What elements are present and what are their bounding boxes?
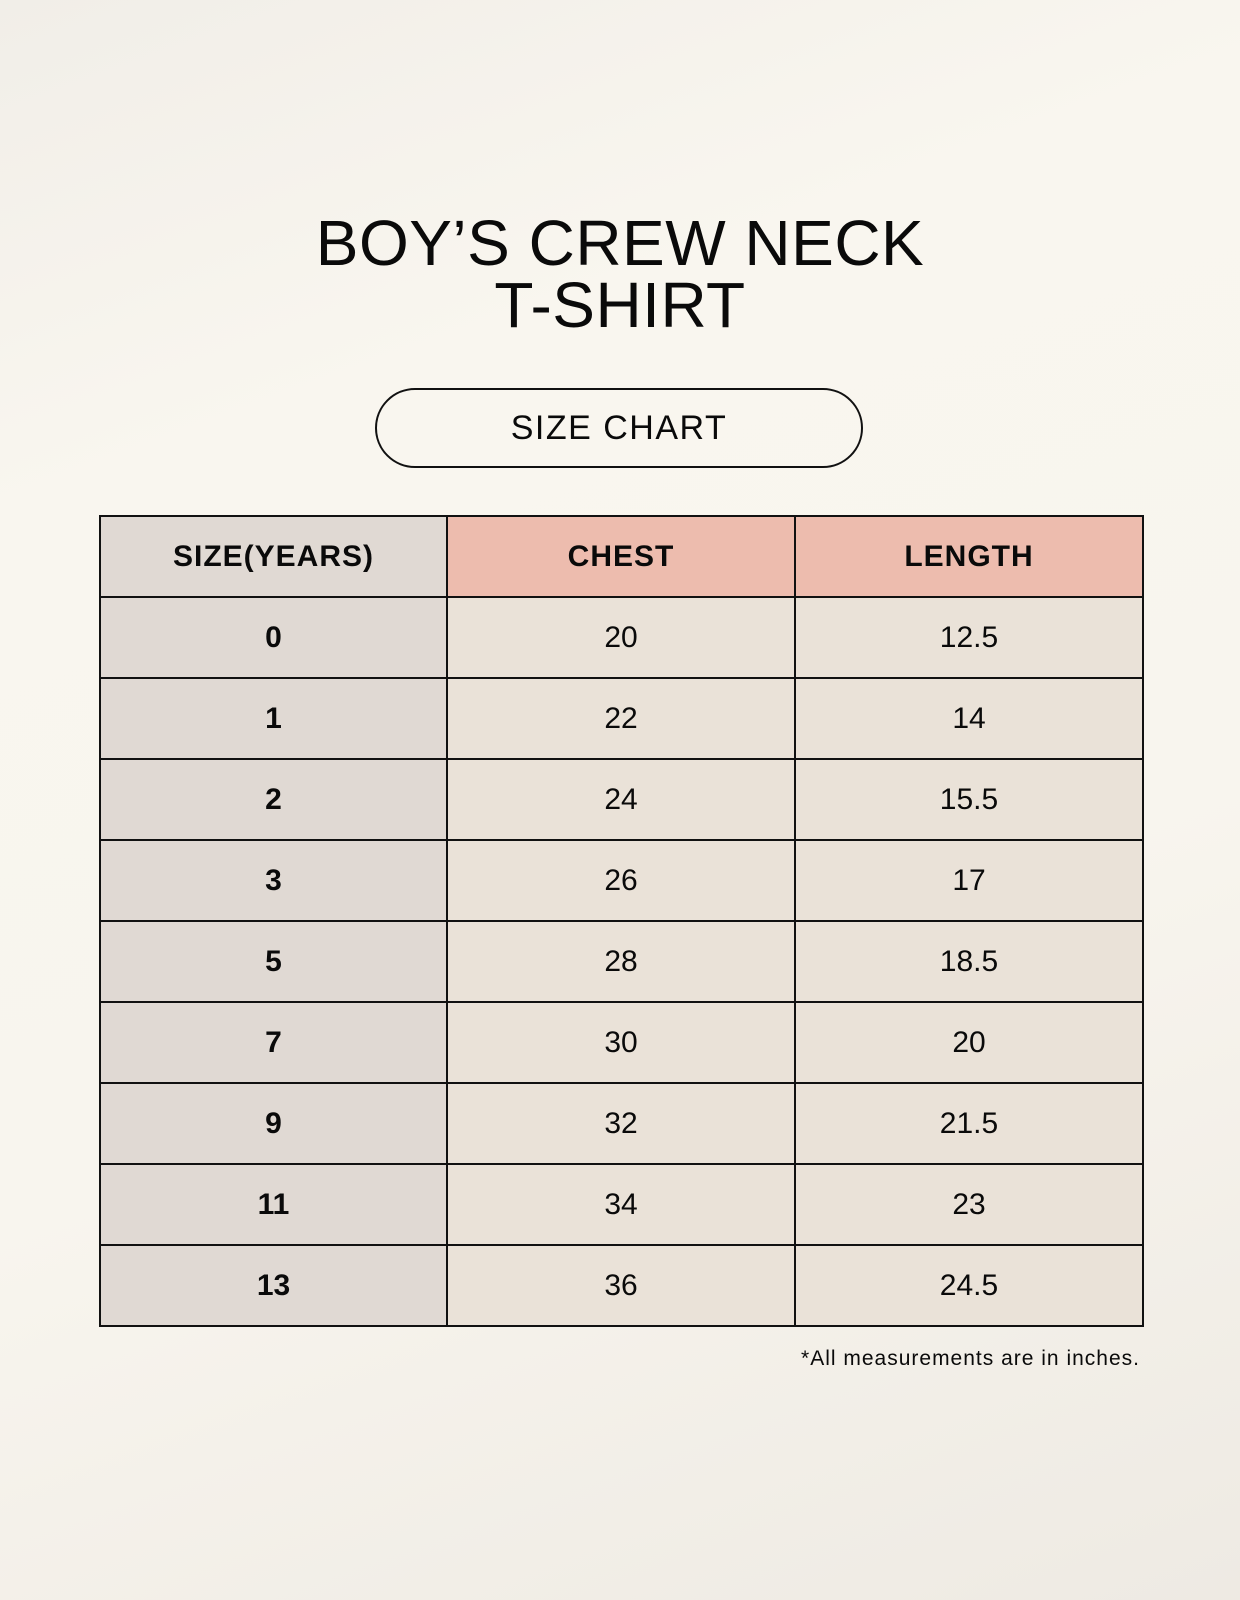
cell-size: 3 [99, 839, 448, 922]
cell-size: 7 [99, 1001, 448, 1084]
table-row: 2 24 15.5 [99, 758, 1144, 841]
table-header-row: SIZE(YEARS) CHEST LENGTH [99, 515, 1144, 598]
header-size: SIZE(YEARS) [99, 515, 448, 598]
cell-size: 2 [99, 758, 448, 841]
header-length: LENGTH [794, 515, 1144, 598]
cell-chest: 20 [446, 596, 796, 679]
cell-length: 18.5 [794, 920, 1144, 1003]
cell-chest: 22 [446, 677, 796, 760]
cell-size: 1 [99, 677, 448, 760]
cell-length: 23 [794, 1163, 1144, 1246]
cell-chest: 30 [446, 1001, 796, 1084]
cell-chest: 28 [446, 920, 796, 1003]
cell-size: 5 [99, 920, 448, 1003]
cell-length: 21.5 [794, 1082, 1144, 1165]
footnote: *All measurements are in inches. [801, 1347, 1140, 1370]
cell-chest: 34 [446, 1163, 796, 1246]
cell-chest: 26 [446, 839, 796, 922]
cell-length: 17 [794, 839, 1144, 922]
cell-length: 15.5 [794, 758, 1144, 841]
table-row: 0 20 12.5 [99, 596, 1144, 679]
title-line-2: T-SHIRT [494, 269, 746, 341]
title-line-1: BOY’S CREW NECK [315, 207, 925, 279]
cell-size: 13 [99, 1244, 448, 1327]
table-row: 5 28 18.5 [99, 920, 1144, 1003]
size-table: SIZE(YEARS) CHEST LENGTH 0 20 12.5 1 22 14 2 24… [99, 515, 1144, 1327]
size-chart-badge: SIZE CHART [375, 388, 863, 468]
cell-size: 9 [99, 1082, 448, 1165]
cell-size: 11 [99, 1163, 448, 1246]
cell-chest: 32 [446, 1082, 796, 1165]
table-row: 9 32 21.5 [99, 1082, 1144, 1165]
cell-length: 20 [794, 1001, 1144, 1084]
page-title: BOY’S CREW NECK T-SHIRT [0, 207, 1240, 341]
cell-length: 14 [794, 677, 1144, 760]
header-chest: CHEST [446, 515, 796, 598]
table-row: 13 36 24.5 [99, 1244, 1144, 1327]
cell-chest: 36 [446, 1244, 796, 1327]
cell-length: 12.5 [794, 596, 1144, 679]
cell-length: 24.5 [794, 1244, 1144, 1327]
cell-chest: 24 [446, 758, 796, 841]
table-row: 7 30 20 [99, 1001, 1144, 1084]
cell-size: 0 [99, 596, 448, 679]
table-row: 11 34 23 [99, 1163, 1144, 1246]
table-row: 3 26 17 [99, 839, 1144, 922]
table-row: 1 22 14 [99, 677, 1144, 760]
